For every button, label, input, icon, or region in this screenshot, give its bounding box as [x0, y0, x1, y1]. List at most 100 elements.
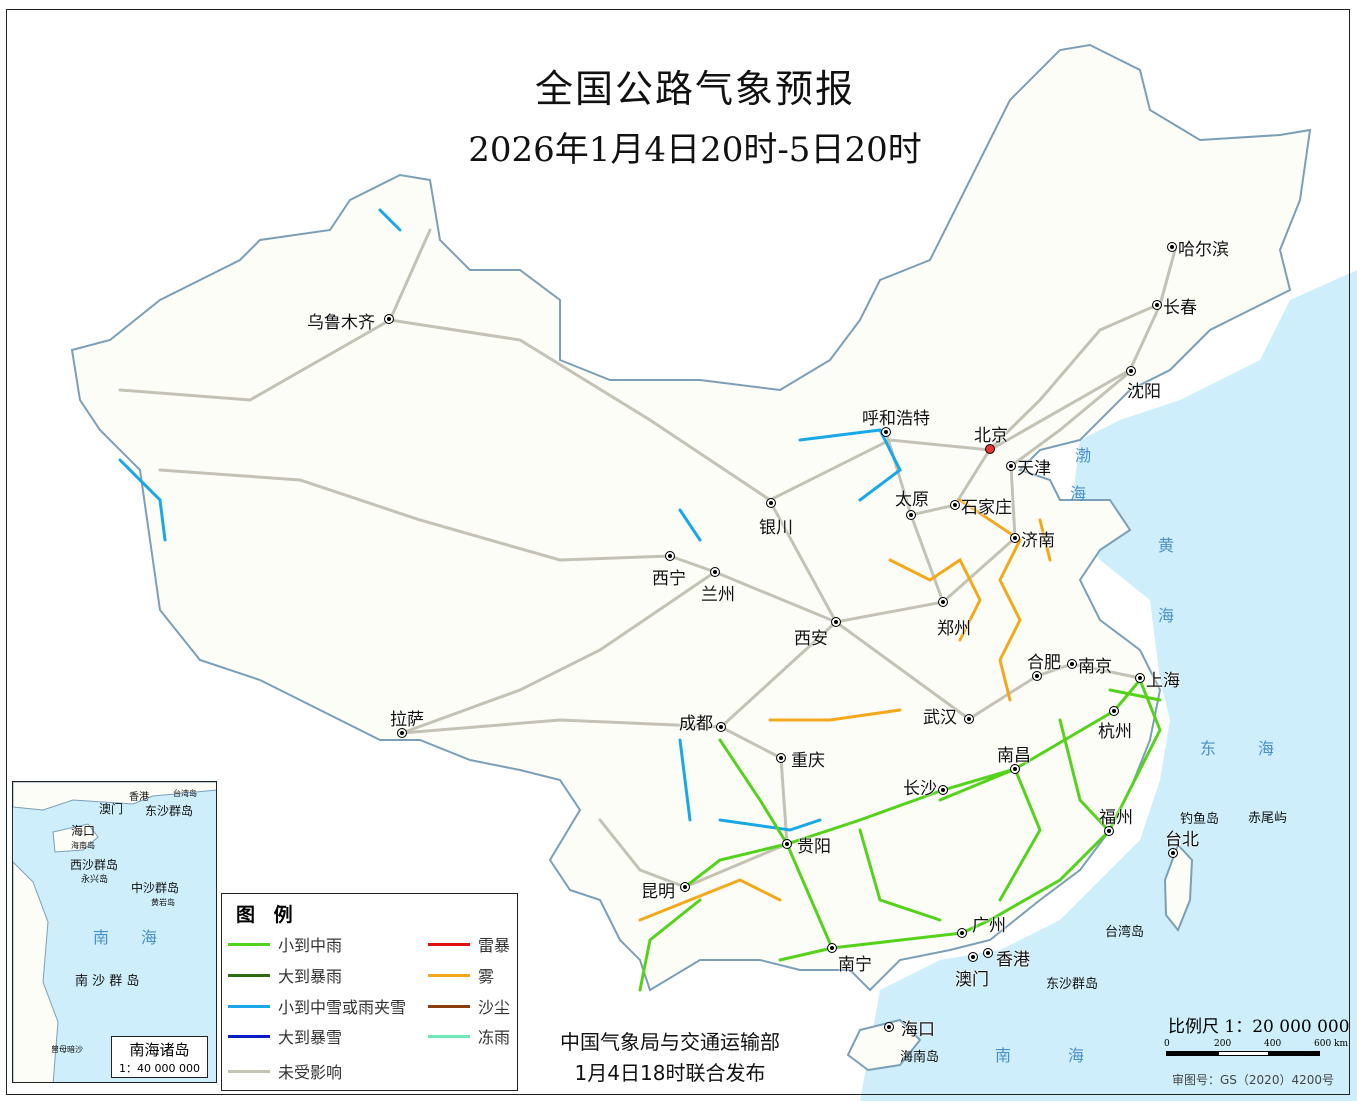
legend-item: 小到中雨 [228, 932, 342, 956]
scale-bar: 比例尺 1：20 000 000 0 200 400 600 km 审图号：GS（20… [1160, 1012, 1350, 1088]
city-marker-icon [957, 928, 967, 938]
road-segment [1038, 518, 1052, 562]
city-label: 兰州 [701, 585, 735, 605]
city-label: 广州 [972, 916, 1006, 936]
legend-label: 未受影响 [278, 1063, 343, 1082]
legend-label: 冻雨 [478, 1028, 511, 1047]
legend-label: 雷暴 [478, 936, 511, 955]
inset-sea-label: 南 [93, 928, 110, 947]
place-label: 赤尾屿 [1248, 811, 1288, 826]
inset-land [13, 782, 216, 811]
legend-label: 沙尘 [478, 998, 511, 1017]
road-segment [958, 498, 1022, 702]
scale-segment [1268, 1051, 1320, 1056]
inset-label: 曾母暗沙 [51, 1045, 83, 1054]
inset-label: 海南岛 [71, 841, 95, 850]
place-label: 海南岛 [900, 1050, 940, 1065]
scale-label: 比例尺 1：20 000 000 [1168, 1017, 1350, 1037]
city-label: 合肥 [1027, 653, 1061, 673]
city-marker-icon [1109, 706, 1119, 716]
road-segment [683, 767, 1017, 889]
sea-label: 海 [1068, 1046, 1085, 1065]
city-label: 郑州 [937, 619, 971, 639]
road-segment [678, 738, 692, 822]
city-label: 西安 [794, 629, 828, 649]
road-segment [1108, 688, 1162, 702]
city-label: 沈阳 [1127, 382, 1161, 402]
legend-item: 雾 [428, 963, 494, 987]
road-segment [719, 620, 838, 729]
sea-area [860, 270, 1357, 1101]
sea-label: 渤 [1075, 446, 1092, 465]
inset-label: 东沙群岛 [145, 804, 194, 818]
city-label: 北京 [974, 426, 1008, 446]
road-segment [598, 818, 687, 889]
sea-label: 海 [1070, 484, 1087, 503]
city-label: 西宁 [652, 569, 686, 589]
road-segment [638, 898, 702, 992]
road-segment [388, 248, 1177, 502]
road-segment [400, 570, 717, 735]
legend-swatch [428, 1004, 470, 1008]
legend-item: 冻雨 [428, 1024, 510, 1048]
inset-title-box: 南海诸岛 1：40 000 000 [111, 1036, 208, 1078]
place-label: 台湾岛 [1105, 925, 1145, 940]
city-label: 香港 [996, 950, 1030, 970]
city-marker-icon [782, 839, 792, 849]
sea-label: 南 [995, 1046, 1012, 1065]
legend-swatch [428, 942, 470, 946]
city-marker-icon [938, 597, 948, 607]
legend-swatch [228, 1069, 270, 1073]
sea-label: 海 [1258, 739, 1275, 758]
legend-title: 图 例 [236, 904, 299, 926]
road-network [118, 208, 1177, 992]
sea-label: 黄 [1158, 536, 1175, 555]
road-segment [158, 464, 1017, 624]
place-label: 钓鱼岛 [1180, 812, 1220, 827]
road-segment [1058, 718, 1111, 833]
legend-item: 未受影响 [228, 1059, 342, 1083]
legend-swatch [228, 973, 270, 977]
scale-tick: 200 [1214, 1039, 1232, 1049]
road-segment [778, 946, 834, 962]
map-approval-number: 审图号：GS（2020）4200号 [1172, 1073, 1334, 1087]
road-segment [718, 818, 822, 832]
inset-label: 中沙群岛 [131, 881, 180, 895]
city-label: 长春 [1163, 298, 1197, 318]
city-marker-icon [938, 785, 948, 795]
legend-item: 大到暴雪 [228, 1024, 342, 1048]
capital-marker-icon [985, 444, 995, 454]
city-marker-icon [884, 1022, 894, 1032]
city-label: 南昌 [997, 746, 1031, 766]
legend-item: 小到中雪或雨夹雪 [228, 994, 406, 1018]
city-label: 石家庄 [961, 498, 1012, 518]
city-marker-icon [397, 728, 407, 738]
city-label: 银川 [759, 518, 793, 538]
city-marker-icon [1104, 826, 1114, 836]
city-marker-icon [1135, 673, 1145, 683]
city-label: 呼和浩特 [862, 409, 930, 429]
road-segment [858, 828, 942, 922]
city-marker-icon [716, 722, 726, 732]
city-label: 澳门 [955, 970, 989, 990]
legend-item: 大到暴雨 [228, 963, 342, 987]
city-marker-icon [1032, 671, 1042, 681]
inset-label: 南 沙 群 岛 [75, 974, 140, 989]
city-label: 乌鲁木齐 [307, 313, 375, 333]
publisher-note: 中国气象局与交通运输部 1月4日18时联合发布 [530, 1027, 810, 1089]
city-label: 天津 [1017, 459, 1051, 479]
city-marker-icon [906, 510, 916, 520]
inset-label: 黄岩岛 [151, 898, 175, 907]
inset-label: 西沙群岛 [70, 858, 119, 872]
road-segment [769, 501, 838, 624]
inset-scale: 1：40 000 000 [119, 1062, 200, 1075]
city-marker-icon [384, 314, 394, 324]
city-label: 福州 [1099, 808, 1133, 828]
inset-title: 南海诸岛 [129, 1041, 190, 1059]
legend-swatch [228, 1004, 270, 1008]
city-label: 台北 [1165, 830, 1199, 850]
inset-west-land [13, 861, 59, 1082]
road-segment [378, 208, 402, 232]
scale-tick: 600 km [1314, 1039, 1349, 1049]
